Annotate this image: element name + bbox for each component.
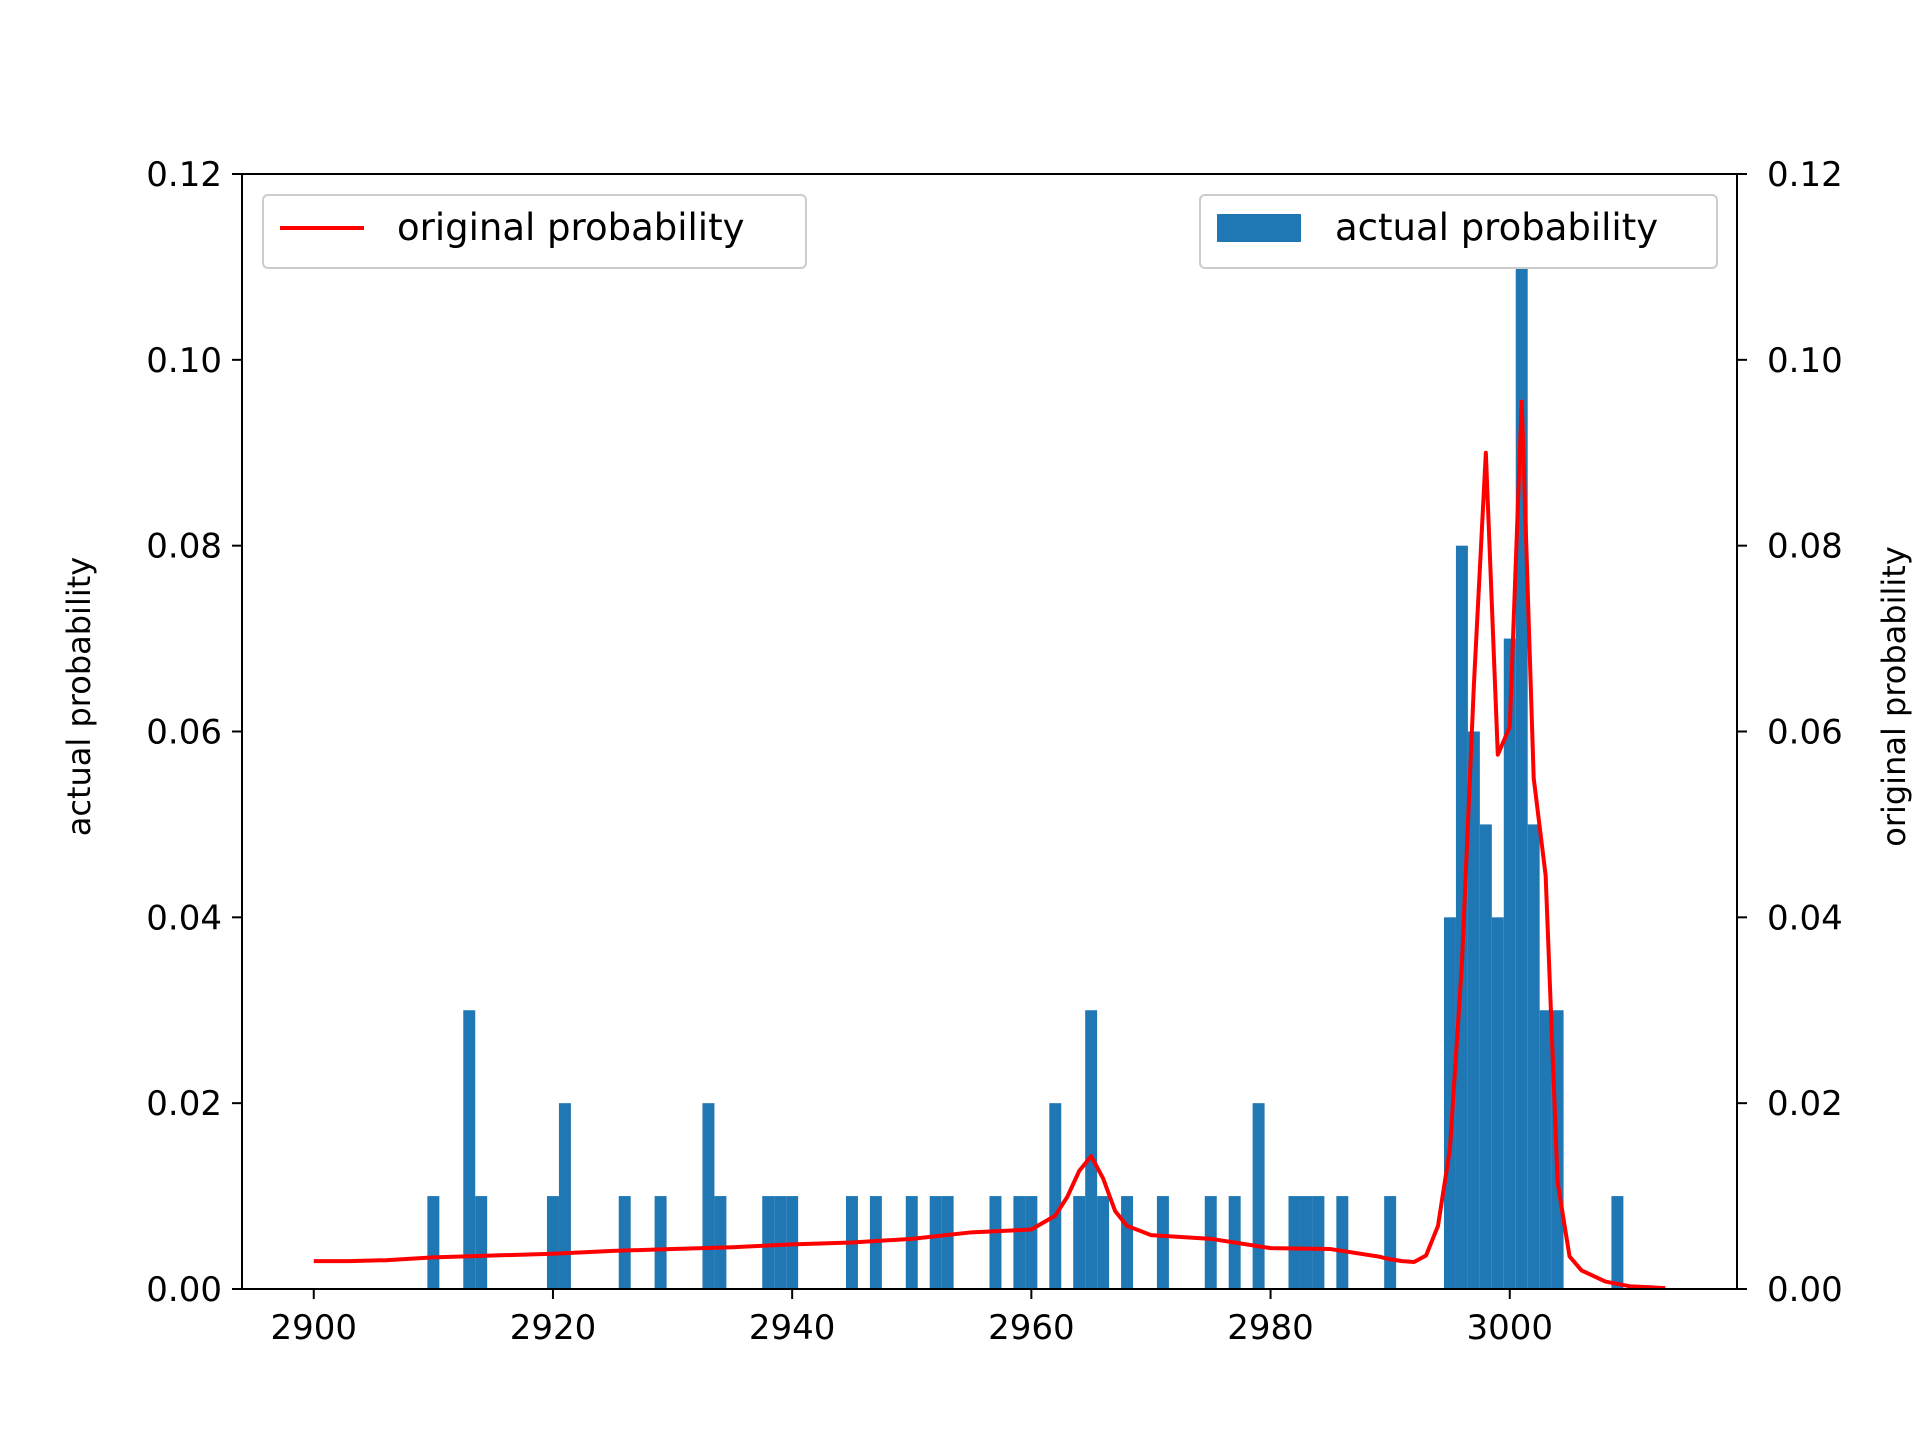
bar bbox=[1312, 1196, 1325, 1289]
bar bbox=[905, 1196, 918, 1289]
x-tick-label: 2900 bbox=[270, 1308, 357, 1348]
y-axis-right-label: original probability bbox=[1875, 546, 1913, 847]
bar bbox=[1611, 1196, 1624, 1289]
legend-box bbox=[1199, 194, 1718, 269]
bar bbox=[1025, 1196, 1038, 1289]
bar bbox=[1467, 731, 1480, 1289]
bar bbox=[654, 1196, 667, 1289]
bar bbox=[1515, 266, 1528, 1289]
bar bbox=[427, 1196, 440, 1289]
bar bbox=[941, 1196, 954, 1289]
bar bbox=[1288, 1196, 1301, 1289]
bar bbox=[1300, 1196, 1313, 1289]
bar bbox=[1204, 1196, 1217, 1289]
y-axis-left-label: actual probability bbox=[60, 557, 98, 836]
y-axis-right: 0.00 0.02 0.04 0.06 0.08 0.10 0.12 bbox=[1737, 155, 1843, 1310]
bar bbox=[1539, 1010, 1552, 1289]
bar bbox=[762, 1196, 775, 1289]
line-series-original-probability bbox=[313, 399, 1666, 1291]
bar bbox=[1097, 1196, 1110, 1289]
legend-original-probability: original probability bbox=[262, 194, 807, 269]
legend-bar-label: actual probability bbox=[1335, 206, 1658, 249]
bar bbox=[1013, 1196, 1026, 1289]
x-tick-label: 2920 bbox=[510, 1308, 597, 1348]
legend-box bbox=[262, 194, 807, 269]
x-tick-label: 2940 bbox=[749, 1308, 836, 1348]
legend-line-label: original probability bbox=[397, 206, 744, 249]
bar bbox=[475, 1196, 488, 1289]
bar bbox=[929, 1196, 942, 1289]
bar bbox=[714, 1196, 727, 1289]
series-line bbox=[313, 399, 1666, 1291]
x-tick-label: 2980 bbox=[1227, 1308, 1314, 1348]
y-tick-label-right: 0.08 bbox=[1767, 527, 1843, 567]
bar bbox=[774, 1196, 787, 1289]
y-tick-label-right: 0.00 bbox=[1767, 1270, 1843, 1310]
y-tick-label-left: 0.04 bbox=[146, 898, 222, 938]
bar bbox=[1049, 1103, 1062, 1289]
bar bbox=[702, 1103, 715, 1289]
bar bbox=[463, 1010, 476, 1289]
bar bbox=[1527, 824, 1540, 1289]
bar bbox=[1073, 1196, 1086, 1289]
y-tick-label-right: 0.10 bbox=[1767, 341, 1843, 381]
y-tick-label-left: 0.00 bbox=[146, 1270, 222, 1310]
legend-actual-probability: actual probability bbox=[1199, 194, 1718, 269]
bar bbox=[1121, 1196, 1134, 1289]
bar bbox=[1336, 1196, 1349, 1289]
y-tick-label-right: 0.06 bbox=[1767, 713, 1843, 753]
bar bbox=[1491, 917, 1504, 1289]
bar-series-actual-probability bbox=[427, 266, 1624, 1289]
y-axis-left: 0.00 0.02 0.04 0.06 0.08 0.10 0.12 bbox=[146, 155, 242, 1310]
bar bbox=[1085, 1010, 1098, 1289]
bar bbox=[546, 1196, 559, 1289]
y-tick-label-left: 0.12 bbox=[146, 155, 222, 195]
y-tick-label-left: 0.06 bbox=[146, 713, 222, 753]
bar bbox=[1503, 638, 1516, 1289]
y-tick-label-right: 0.12 bbox=[1767, 155, 1843, 195]
bar bbox=[989, 1196, 1002, 1289]
bar bbox=[618, 1196, 631, 1289]
y-tick-label-left: 0.08 bbox=[146, 527, 222, 567]
x-tick-label: 2960 bbox=[988, 1308, 1075, 1348]
bar bbox=[1479, 824, 1492, 1289]
y-tick-label-left: 0.10 bbox=[146, 341, 222, 381]
x-axis: 2900 2920 2940 2960 2980 3000 bbox=[270, 1289, 1553, 1348]
bar bbox=[1252, 1103, 1265, 1289]
bar bbox=[1384, 1196, 1397, 1289]
y-tick-label-right: 0.04 bbox=[1767, 898, 1843, 938]
x-tick-label: 3000 bbox=[1466, 1308, 1553, 1348]
bar bbox=[1443, 917, 1456, 1289]
bar bbox=[558, 1103, 571, 1289]
legend-bar-swatch bbox=[1217, 214, 1301, 242]
y-tick-label-left: 0.02 bbox=[146, 1084, 222, 1124]
y-tick-label-right: 0.02 bbox=[1767, 1084, 1843, 1124]
bar bbox=[1156, 1196, 1169, 1289]
